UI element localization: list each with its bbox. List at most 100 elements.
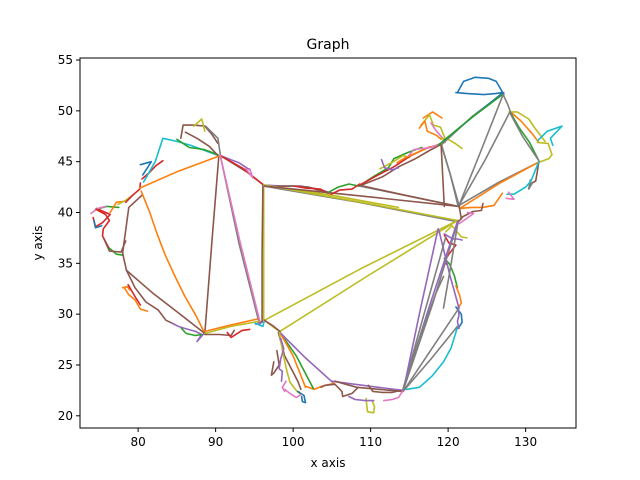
series-line-50 xyxy=(263,185,460,208)
series-line-103 xyxy=(456,306,460,330)
y-axis-label: y axis xyxy=(31,226,45,261)
x-tick-label: 120 xyxy=(437,435,460,449)
series-line-16 xyxy=(180,327,203,337)
series-line-63 xyxy=(358,184,460,208)
series-line-110 xyxy=(402,228,439,393)
series-line-4 xyxy=(95,208,111,250)
series-line-66 xyxy=(440,143,446,208)
series-line-112 xyxy=(402,275,445,392)
series-line-22 xyxy=(176,138,219,156)
series-line-3 xyxy=(90,205,107,215)
x-tick-label: 90 xyxy=(208,435,223,449)
series-line-87 xyxy=(458,160,541,210)
series-line-13 xyxy=(127,283,142,306)
series-line-55 xyxy=(358,143,442,187)
series-line-130 xyxy=(281,380,287,393)
series-line-83 xyxy=(537,125,563,147)
series-line-105 xyxy=(442,219,460,309)
series-line-49 xyxy=(263,184,460,222)
series-line-30 xyxy=(219,154,265,186)
y-tick-label: 50 xyxy=(58,104,73,118)
series-line-84 xyxy=(536,141,553,163)
series-line-38 xyxy=(226,328,251,339)
chart-title: Graph xyxy=(307,37,350,53)
series-line-131 xyxy=(270,349,281,376)
series-line-17 xyxy=(140,190,206,335)
series-line-34 xyxy=(204,156,220,335)
x-axis-ticks: 80 90 100 110 120 130 xyxy=(130,428,537,449)
series-line-37 xyxy=(204,329,235,337)
series-line-126 xyxy=(279,331,334,384)
series-line-28 xyxy=(219,154,251,171)
series-line-42 xyxy=(261,183,264,324)
series-line-53 xyxy=(263,219,459,322)
series-line-115 xyxy=(334,380,404,393)
series-line-76 xyxy=(456,76,505,96)
series-line-68 xyxy=(420,114,446,140)
x-tick-label: 100 xyxy=(282,435,305,449)
y-tick-label: 45 xyxy=(58,155,73,169)
series-line-123 xyxy=(279,331,315,390)
series-line-118 xyxy=(365,397,376,414)
series-line-7 xyxy=(124,182,142,204)
series-line-124 xyxy=(279,331,307,389)
series-line-65 xyxy=(440,142,460,207)
series-line-132 xyxy=(278,337,285,383)
series-line-25 xyxy=(204,125,222,156)
series-line-2 xyxy=(93,219,103,229)
series-line-18 xyxy=(125,269,206,335)
series-line-67 xyxy=(422,111,443,119)
series-line-69 xyxy=(418,120,442,141)
series-line-33 xyxy=(219,154,261,323)
series-line-46 xyxy=(293,185,331,196)
series-line-111 xyxy=(405,326,459,391)
series-line-21 xyxy=(142,137,220,183)
series-line-74 xyxy=(437,93,504,147)
series-line-81 xyxy=(510,112,540,144)
series-line-101 xyxy=(455,284,463,309)
y-tick-label: 40 xyxy=(58,206,73,220)
series-line-27 xyxy=(138,154,222,189)
series-line-109 xyxy=(401,236,447,393)
series-line-88 xyxy=(529,160,540,185)
series-line-133 xyxy=(263,319,281,333)
series-line-59 xyxy=(380,158,400,171)
series-line-8 xyxy=(108,247,125,256)
series-line-19 xyxy=(139,160,153,176)
series-line-10 xyxy=(121,194,143,272)
series-line-114 xyxy=(331,380,405,392)
series-line-78 xyxy=(502,93,512,114)
y-tick-label: 20 xyxy=(58,409,73,423)
series-line-94 xyxy=(458,211,475,225)
series-line-122 xyxy=(320,383,336,389)
x-axis-label: x axis xyxy=(311,456,346,470)
series-line-36 xyxy=(204,318,258,333)
series-line-31 xyxy=(244,167,254,179)
series-line-24 xyxy=(193,118,206,132)
x-tick-label: 110 xyxy=(359,435,382,449)
series-line-12 xyxy=(121,285,131,291)
x-tick-label: 80 xyxy=(130,435,145,449)
series-line-128 xyxy=(296,390,307,404)
series-line-54 xyxy=(279,219,459,333)
series-line-129 xyxy=(283,388,302,399)
series-line-71 xyxy=(440,137,463,150)
series-line-77 xyxy=(455,91,504,96)
series-line-116 xyxy=(382,390,404,402)
series-line-40 xyxy=(254,319,266,328)
series-line-15 xyxy=(171,322,206,343)
series-line-80 xyxy=(508,111,546,143)
series-line-79 xyxy=(458,112,511,207)
series-line-20 xyxy=(141,159,164,180)
series-line-108 xyxy=(402,307,460,393)
series-line-91 xyxy=(505,191,515,201)
series-line-85 xyxy=(508,111,540,162)
series-line-93 xyxy=(459,202,484,221)
series-line-26 xyxy=(184,131,219,157)
series-line-11 xyxy=(123,286,149,312)
y-tick-label: 30 xyxy=(58,307,73,321)
x-tick-label: 130 xyxy=(514,435,537,449)
series-line-117 xyxy=(367,384,402,394)
